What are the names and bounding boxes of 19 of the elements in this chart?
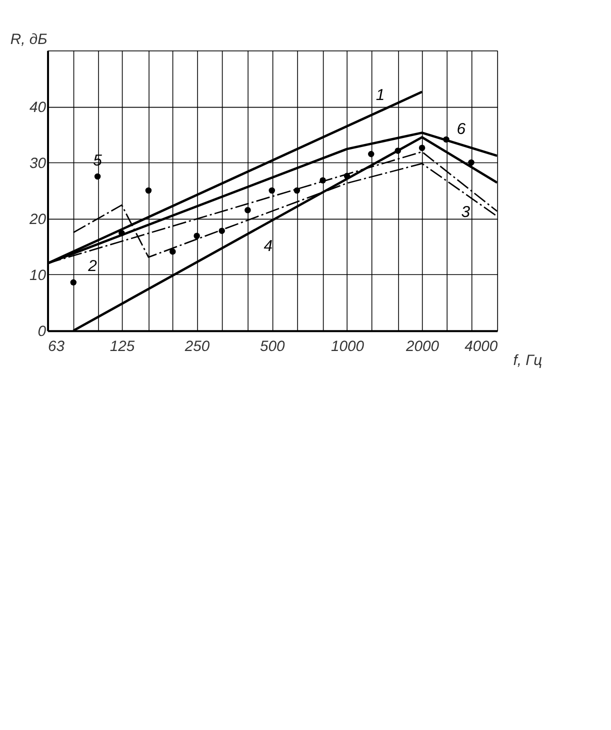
y-tick-label: 30 bbox=[30, 156, 47, 172]
y-tick-label: 0 bbox=[38, 324, 47, 340]
y-tick-label: 40 bbox=[30, 100, 47, 116]
x-tick-label: 250 bbox=[184, 338, 210, 355]
series-label: 2 bbox=[87, 258, 98, 275]
x-tick-label: 1000 bbox=[330, 338, 365, 355]
x-tick-label: 63 bbox=[48, 338, 66, 355]
y-axis-title: R, дБ bbox=[10, 32, 48, 48]
x-axis-title: f, Гц bbox=[513, 352, 542, 369]
x-tick-label: 500 bbox=[260, 338, 286, 355]
series-label: 1 bbox=[376, 87, 385, 104]
series-label: 3 bbox=[461, 204, 470, 221]
y-tick-label: 10 bbox=[30, 268, 47, 284]
x-tick-label: 125 bbox=[110, 338, 136, 355]
x-tick-label: 2000 bbox=[405, 338, 440, 355]
series-label: 6 bbox=[456, 120, 466, 138]
x-tick-label: 4000 bbox=[464, 338, 498, 355]
y-tick-label: 20 bbox=[28, 212, 47, 228]
series-label: 4 bbox=[264, 238, 273, 256]
